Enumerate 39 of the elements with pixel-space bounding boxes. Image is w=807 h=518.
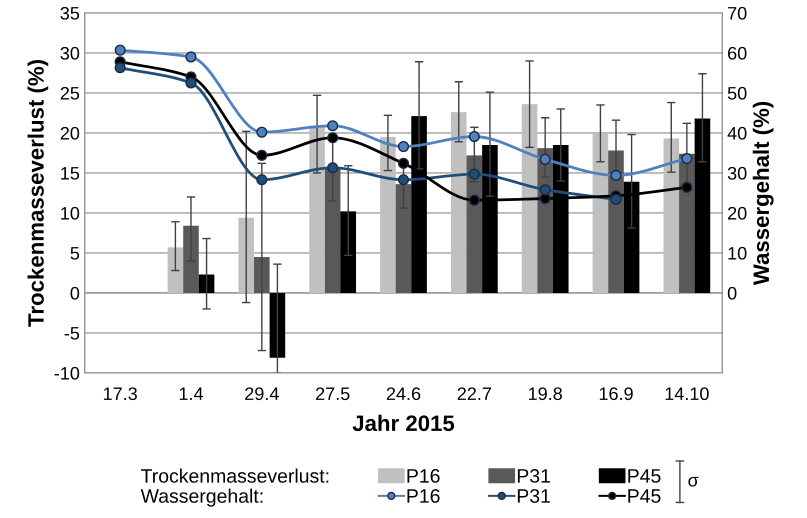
x-tick-label: 24.6: [386, 387, 420, 400]
legend-label: P31: [518, 469, 550, 483]
text: Wassergehalt:: [140, 488, 262, 507]
x-tick-label: 27.5: [316, 387, 350, 400]
x-tick-label: 17.3: [104, 387, 137, 400]
x-tick-label: 14.10: [666, 387, 709, 400]
x-tick-label: 1.4: [180, 388, 204, 400]
y-tick-label: 0: [70, 286, 80, 300]
y2-tick-label: 40: [728, 126, 747, 140]
x-tick-label: 19.8: [528, 387, 562, 400]
legend-label: P45: [628, 489, 661, 503]
y2-tick-label: 60: [728, 46, 747, 60]
x-tick-label: 16.9: [600, 387, 633, 400]
y2-tick-label: 30: [728, 166, 747, 180]
legend-label: P16: [407, 489, 440, 503]
y-tick-label: 25: [60, 86, 80, 100]
y-tick-label: 35: [60, 6, 80, 20]
y-axis-title: Trockenmasseverlust (%): [28, 60, 48, 327]
y2-tick-label: 70: [728, 6, 747, 20]
y2-axis-title: Wassergehalt (%): [752, 102, 774, 286]
legend-label: P16: [407, 469, 440, 483]
x-axis-title: Jahr 2015: [352, 414, 454, 432]
text: Trockenmasseverlust:: [141, 468, 328, 483]
y-tick-label: 5: [70, 247, 80, 260]
y-tick-label: 20: [60, 126, 80, 140]
y2-tick-label: 10: [728, 246, 747, 260]
x-tick-label: 22.7: [458, 387, 491, 400]
y-tick-label: 15: [61, 167, 80, 180]
y2-tick-label: 0: [728, 286, 736, 300]
text: σ: [688, 476, 698, 487]
legend-label: P45: [628, 469, 661, 483]
y-tick-label: 10: [61, 206, 80, 220]
y-tick-label: -10: [54, 366, 80, 380]
y-tick-label: 30: [60, 46, 80, 60]
legend-label: P31: [518, 489, 550, 503]
y2-tick-label: 20: [728, 206, 747, 220]
y-tick-label: -5: [64, 327, 80, 340]
x-tick-label: 29.4: [245, 387, 279, 400]
y2-tick-label: 50: [728, 86, 747, 100]
